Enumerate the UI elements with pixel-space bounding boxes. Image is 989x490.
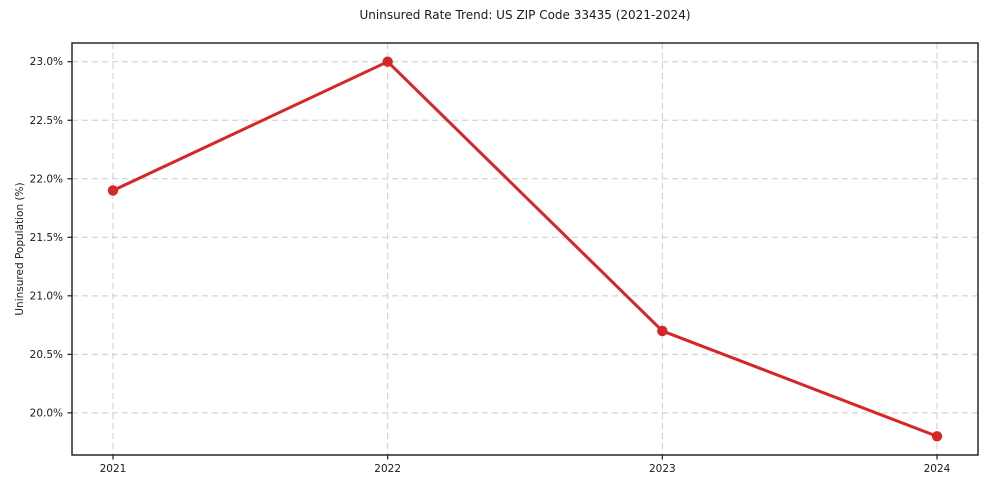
series-line (111, 60, 939, 438)
data-point-marker (931, 431, 943, 442)
data-point-marker (107, 185, 119, 196)
x-tick-label: 2021 (100, 463, 127, 475)
plot-background (72, 43, 978, 455)
chart-title: Uninsured Rate Trend: US ZIP Code 33435 … (359, 8, 691, 22)
y-axis-title-text: Uninsured Population (%) (14, 182, 26, 316)
x-tick-label: 2023 (649, 463, 676, 475)
y-tick-label: 23.0% (30, 56, 63, 68)
y-tick-label: 20.5% (30, 349, 63, 361)
y-tick-label: 21.0% (30, 290, 63, 302)
y-tick-label: 22.5% (30, 115, 63, 127)
data-point-marker (657, 325, 668, 337)
x-tick-label: 2022 (374, 463, 401, 475)
axes-spines (71, 42, 979, 456)
y-tick-label: 20.0% (30, 407, 63, 419)
y-tick-label: 22.0% (30, 173, 63, 185)
y-tick-label: 21.5% (30, 232, 63, 244)
x-tick-label: 2024 (924, 463, 951, 475)
data-point-marker (382, 56, 393, 67)
